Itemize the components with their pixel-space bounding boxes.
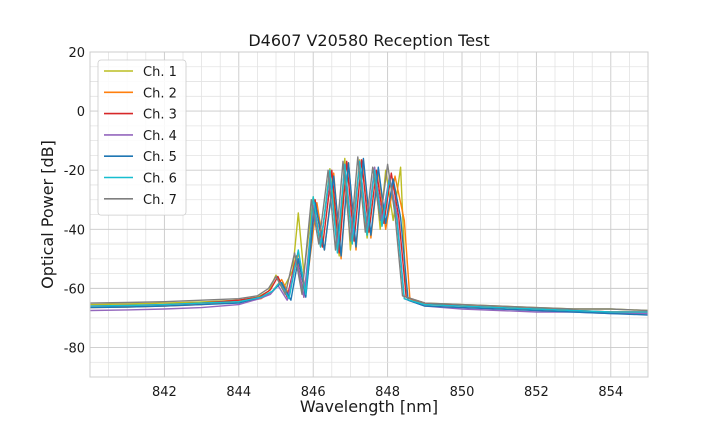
x-tick-label: 854	[598, 385, 623, 400]
x-tick-label: 846	[301, 385, 326, 400]
y-tick-label: -20	[64, 164, 85, 179]
x-axis-label: Wavelength [nm]	[300, 397, 438, 416]
legend: Ch. 1 Ch. 2 Ch. 3 Ch. 4 Ch. 5 Ch. 6 Ch. 7	[97, 59, 187, 216]
x-tick-label: 842	[152, 385, 177, 400]
series-line-ch-7	[89, 156, 649, 312]
x-tick-label: 850	[450, 385, 475, 400]
legend-label: Ch. 4	[143, 129, 177, 144]
x-tick-label: 852	[524, 385, 549, 400]
legend-label: Ch. 5	[143, 150, 177, 165]
legend-label: Ch. 6	[143, 172, 177, 187]
y-tick-label: -80	[64, 341, 85, 356]
plot-frame	[89, 51, 649, 378]
x-tick-label: 848	[375, 385, 400, 400]
series-line-ch-6	[89, 160, 648, 313]
tick-labels: 842 844 846 848 850 852 854 -80 -60 -40 -20 0 20	[64, 46, 623, 400]
y-tick-label: -60	[64, 282, 85, 297]
series-layer	[89, 156, 649, 316]
x-tick-label: 844	[226, 385, 251, 400]
y-tick-label: 20	[68, 46, 85, 61]
y-axis-label: Optical Power [dB]	[38, 140, 57, 289]
legend-label: Ch. 7	[143, 193, 177, 208]
legend-label: Ch. 1	[143, 65, 177, 80]
chart-title: D4607 V20580 Reception Test	[248, 31, 489, 50]
legend-label: Ch. 3	[143, 108, 177, 123]
y-tick-label: -40	[64, 223, 85, 238]
y-tick-label: 0	[77, 105, 85, 120]
legend-box	[97, 59, 187, 216]
legend-label: Ch. 2	[143, 86, 177, 101]
